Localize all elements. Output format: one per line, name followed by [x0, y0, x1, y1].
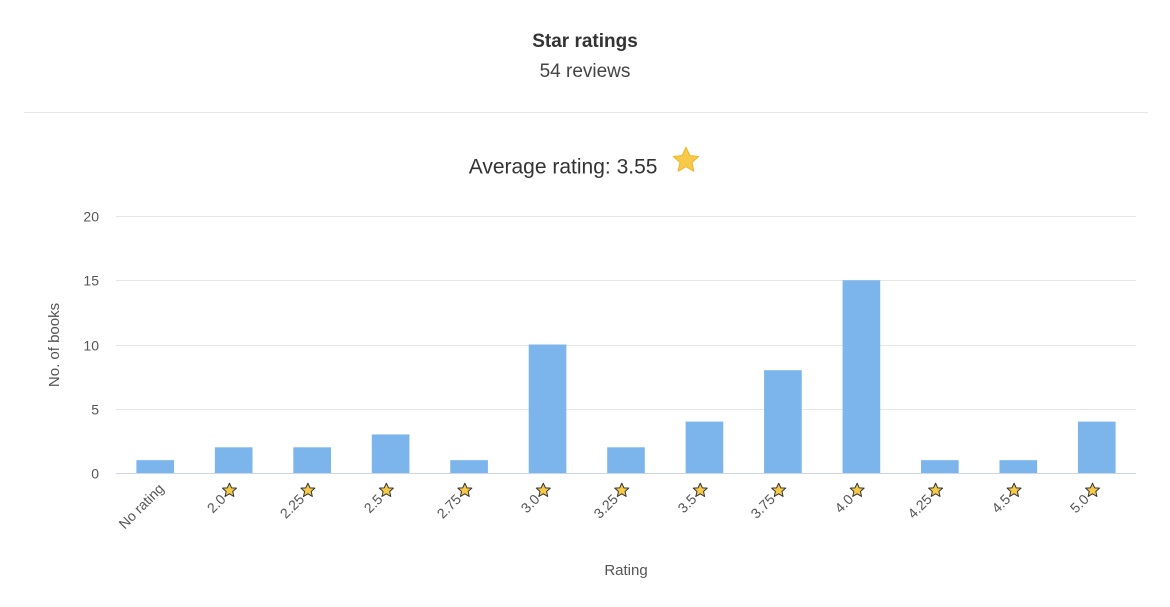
y-tick-label: 0 — [91, 466, 99, 482]
y-axis-title: No. of books — [46, 303, 63, 387]
bar[interactable] — [999, 460, 1038, 473]
star-icon — [1006, 482, 1022, 497]
x-tick: 2.5 — [361, 482, 394, 516]
x-tick: 5.0 — [1067, 482, 1101, 516]
star-icon — [692, 482, 708, 497]
x-tick: 3.75 — [747, 482, 787, 522]
y-axis-ticks: 0 5 10 15 20 — [83, 209, 99, 482]
star-icon — [771, 482, 787, 497]
bar[interactable] — [607, 447, 645, 473]
y-tick-label: 10 — [83, 338, 99, 354]
x-tick: 2.25 — [277, 482, 316, 522]
x-tick: 2.0 — [204, 482, 237, 516]
y-tick-label: 5 — [91, 402, 99, 418]
bar[interactable] — [450, 460, 488, 473]
x-tick: 4.0 — [831, 482, 865, 516]
x-tick: 4.25 — [904, 482, 944, 522]
average-rating-text: Average rating: 3.55 — [468, 155, 658, 179]
header-divider — [24, 112, 1148, 113]
bar[interactable] — [1077, 421, 1116, 473]
x-tick-label: 4.25 — [904, 491, 935, 522]
chart-title: Star ratings — [532, 31, 638, 52]
x-tick-label: 2.25 — [277, 491, 308, 522]
x-tick: 3.0 — [518, 482, 551, 516]
y-tick-label: 20 — [83, 209, 99, 225]
star-icon — [928, 482, 944, 497]
bar[interactable] — [842, 280, 881, 473]
x-tick-label: 2.75 — [434, 491, 465, 522]
star-icon — [535, 482, 551, 497]
bar[interactable] — [214, 447, 253, 473]
x-tick: 2.75 — [434, 482, 473, 522]
star-icon — [221, 482, 237, 497]
x-tick: No rating — [115, 480, 166, 531]
bar[interactable] — [528, 344, 567, 474]
grid-lines — [116, 216, 1136, 474]
average-rating: Average rating: 3.55 — [0, 146, 1170, 185]
bar[interactable] — [921, 460, 959, 473]
y-tick-label: 15 — [83, 273, 99, 289]
bar[interactable] — [371, 434, 410, 473]
star-icon — [300, 482, 316, 497]
star-icon — [671, 145, 701, 185]
x-tick: 3.25 — [590, 482, 630, 522]
x-tick-label: No rating — [115, 480, 166, 531]
star-icon — [849, 482, 865, 497]
x-tick: 3.5 — [674, 482, 708, 516]
x-axis-title: Rating — [604, 562, 647, 579]
bar[interactable] — [764, 370, 802, 473]
review-count: 54 reviews — [539, 61, 631, 82]
star-icon — [1085, 482, 1101, 497]
bar[interactable] — [136, 460, 175, 473]
star-icon — [614, 482, 630, 497]
chart-header: Star ratings 54 reviews — [0, 30, 1170, 84]
x-axis-ticks: No rating 2.0 2.25 2.5 2.75 3.0 3.25 3.5 3.75 4.0… — [115, 480, 1101, 532]
x-tick-label: 3.25 — [590, 491, 621, 522]
bar[interactable] — [293, 447, 331, 473]
star-icon — [457, 482, 473, 497]
x-tick: 4.5 — [988, 482, 1022, 516]
bars — [136, 280, 1116, 474]
star-icon — [378, 482, 394, 497]
x-tick-label: 3.75 — [747, 491, 778, 522]
bar[interactable] — [685, 421, 724, 473]
